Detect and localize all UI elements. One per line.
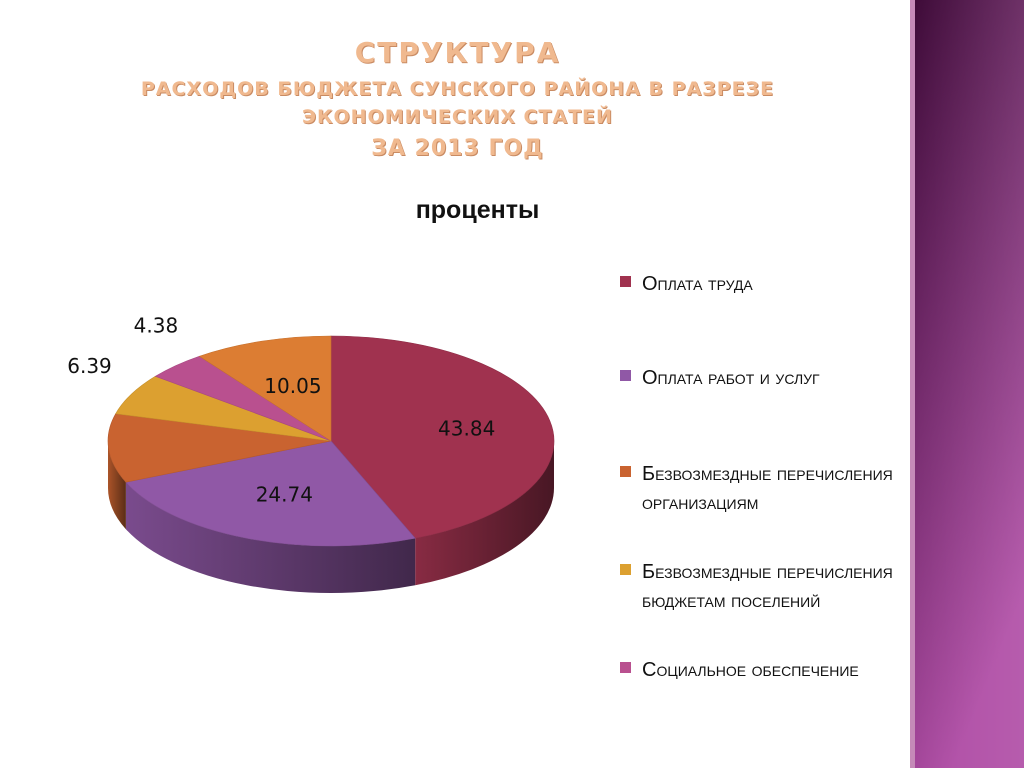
- pie-slice-extra: [198, 335, 332, 442]
- slide-title-line-4: ЗА 2013 ГОД: [371, 136, 544, 161]
- chart-legend: Оплата труда Оплата работ и услуг Безвоз…: [620, 262, 910, 702]
- legend-label-social: Социальное обеспечение: [642, 659, 859, 681]
- right-decor-shine: [914, 0, 1024, 768]
- data-label-social: 4.38: [134, 314, 179, 338]
- legend-swatch-settlements: [620, 564, 631, 575]
- pie-slice-organizations: [107, 413, 332, 483]
- slide-title-line-1: СТРУКТУРА: [354, 36, 561, 69]
- data-label-labor: 43.84: [438, 416, 495, 440]
- chart-title: проценты: [415, 196, 540, 224]
- legend-label-labor: Оплата труда: [642, 273, 753, 295]
- pie-slice-labor: [330, 335, 555, 539]
- pie-side-walls: [108, 441, 554, 593]
- legend-swatch-social: [620, 662, 631, 673]
- slide-title-line-3: ЭКОНОМИЧЕСКИХ СТАТЕЙ: [302, 106, 613, 128]
- pie-side-services-0: [125, 482, 416, 593]
- data-label-extra: 10.05: [264, 374, 321, 398]
- pie-data-labels: 43.84 24.74 6.39 4.38 10.05: [67, 314, 495, 507]
- legend-swatch-labor: [620, 276, 631, 287]
- legend-label-organizations: Безвозмездные перечисления организациям: [642, 463, 893, 514]
- pie-top-faces: [107, 335, 555, 547]
- pie-slice-services: [125, 440, 416, 547]
- legend-swatch-services: [620, 370, 631, 381]
- legend-label-services: Оплата работ и услуг: [642, 367, 820, 389]
- data-label-settlements: 6.39: [67, 354, 112, 378]
- data-label-services: 24.74: [256, 482, 313, 506]
- pie-side-labor-0: [415, 441, 554, 586]
- slide-title-line-2: РАСХОДОВ БЮДЖЕТА СУНСКОГО РАЙОНА В РАЗРЕ…: [140, 78, 775, 100]
- legend-swatch-organizations: [620, 466, 631, 477]
- right-decor-stripe: [910, 0, 915, 768]
- pie-side-organizations-0: [108, 441, 126, 530]
- legend-label-settlements: Безвозмездные перечисления бюджетам посе…: [642, 561, 893, 612]
